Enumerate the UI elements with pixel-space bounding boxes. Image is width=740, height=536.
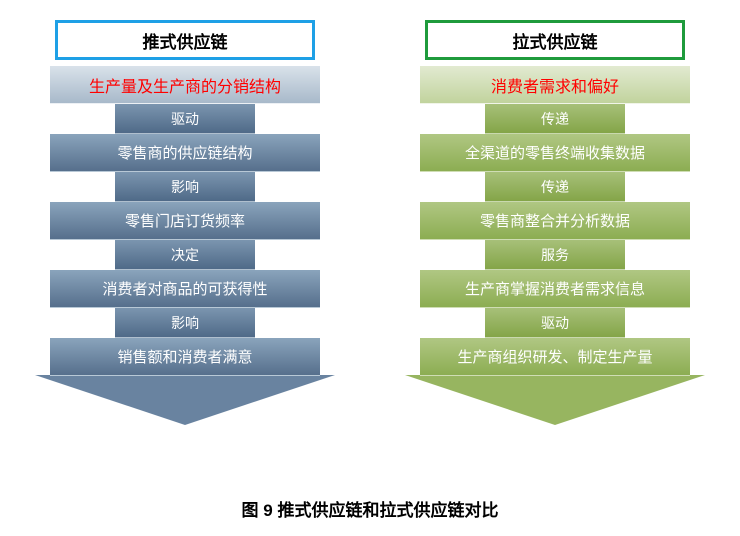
driver-row: 生产量及生产商的分销结构: [50, 66, 320, 104]
stage-label: 零售商的供应链结构: [117, 142, 252, 163]
stage-row: 零售商的供应链结构: [50, 134, 320, 172]
stage-row: 零售门店订货频率: [50, 202, 320, 240]
connector-label: 决定: [171, 245, 199, 265]
stage-label: 零售门店订货频率: [125, 210, 245, 231]
flow-column-push: 推式供应链生产量及生产商的分销结构驱动零售商的供应链结构影响零售门店订货频率决定…: [35, 20, 335, 425]
driver-label: 消费者需求和偏好: [491, 73, 619, 97]
arrow-head-icon: [405, 375, 705, 425]
arrow-body: 生产量及生产商的分销结构驱动零售商的供应链结构影响零售门店订货频率决定消费者对商…: [50, 66, 320, 376]
column-header-label: 拉式供应链: [513, 28, 598, 53]
connector-row: 影响: [115, 308, 255, 338]
connector-label: 影响: [171, 177, 199, 197]
stage-label: 消费者对商品的可获得性: [102, 278, 267, 299]
stage-row: 生产商组织研发、制定生产量: [420, 338, 690, 376]
stage-row: 全渠道的零售终端收集数据: [420, 134, 690, 172]
stage-label: 生产商掌握消费者需求信息: [465, 278, 645, 299]
arrow-body: 消费者需求和偏好传递全渠道的零售终端收集数据传递零售商整合并分析数据服务生产商掌…: [420, 66, 690, 376]
connector-label: 服务: [541, 245, 569, 265]
driver-row: 消费者需求和偏好: [420, 66, 690, 104]
flow-column-pull: 拉式供应链消费者需求和偏好传递全渠道的零售终端收集数据传递零售商整合并分析数据服…: [405, 20, 705, 425]
connector-row: 驱动: [485, 308, 625, 338]
stage-row: 消费者对商品的可获得性: [50, 270, 320, 308]
connector-label: 传递: [541, 109, 569, 129]
connector-label: 驱动: [171, 109, 199, 129]
column-header: 推式供应链: [55, 20, 315, 60]
stage-label: 生产商组织研发、制定生产量: [457, 346, 652, 367]
connector-row: 决定: [115, 240, 255, 270]
stage-label: 零售商整合并分析数据: [480, 210, 630, 231]
connector-row: 传递: [485, 172, 625, 202]
stage-label: 销售额和消费者满意: [117, 346, 252, 367]
connector-label: 传递: [541, 177, 569, 197]
connector-row: 驱动: [115, 104, 255, 134]
stage-label: 全渠道的零售终端收集数据: [465, 142, 645, 163]
connector-row: 影响: [115, 172, 255, 202]
stage-row: 生产商掌握消费者需求信息: [420, 270, 690, 308]
connector-row: 传递: [485, 104, 625, 134]
driver-label: 生产量及生产商的分销结构: [89, 73, 281, 97]
connector-label: 影响: [171, 313, 199, 333]
column-header: 拉式供应链: [425, 20, 685, 60]
arrow-head-icon: [35, 375, 335, 425]
diagram-wrapper: 推式供应链生产量及生产商的分销结构驱动零售商的供应链结构影响零售门店订货频率决定…: [0, 0, 740, 425]
figure-caption: 图 9 推式供应链和拉式供应链对比: [0, 496, 740, 521]
connector-label: 驱动: [541, 313, 569, 333]
stage-row: 零售商整合并分析数据: [420, 202, 690, 240]
column-header-label: 推式供应链: [143, 28, 228, 53]
stage-row: 销售额和消费者满意: [50, 338, 320, 376]
connector-row: 服务: [485, 240, 625, 270]
